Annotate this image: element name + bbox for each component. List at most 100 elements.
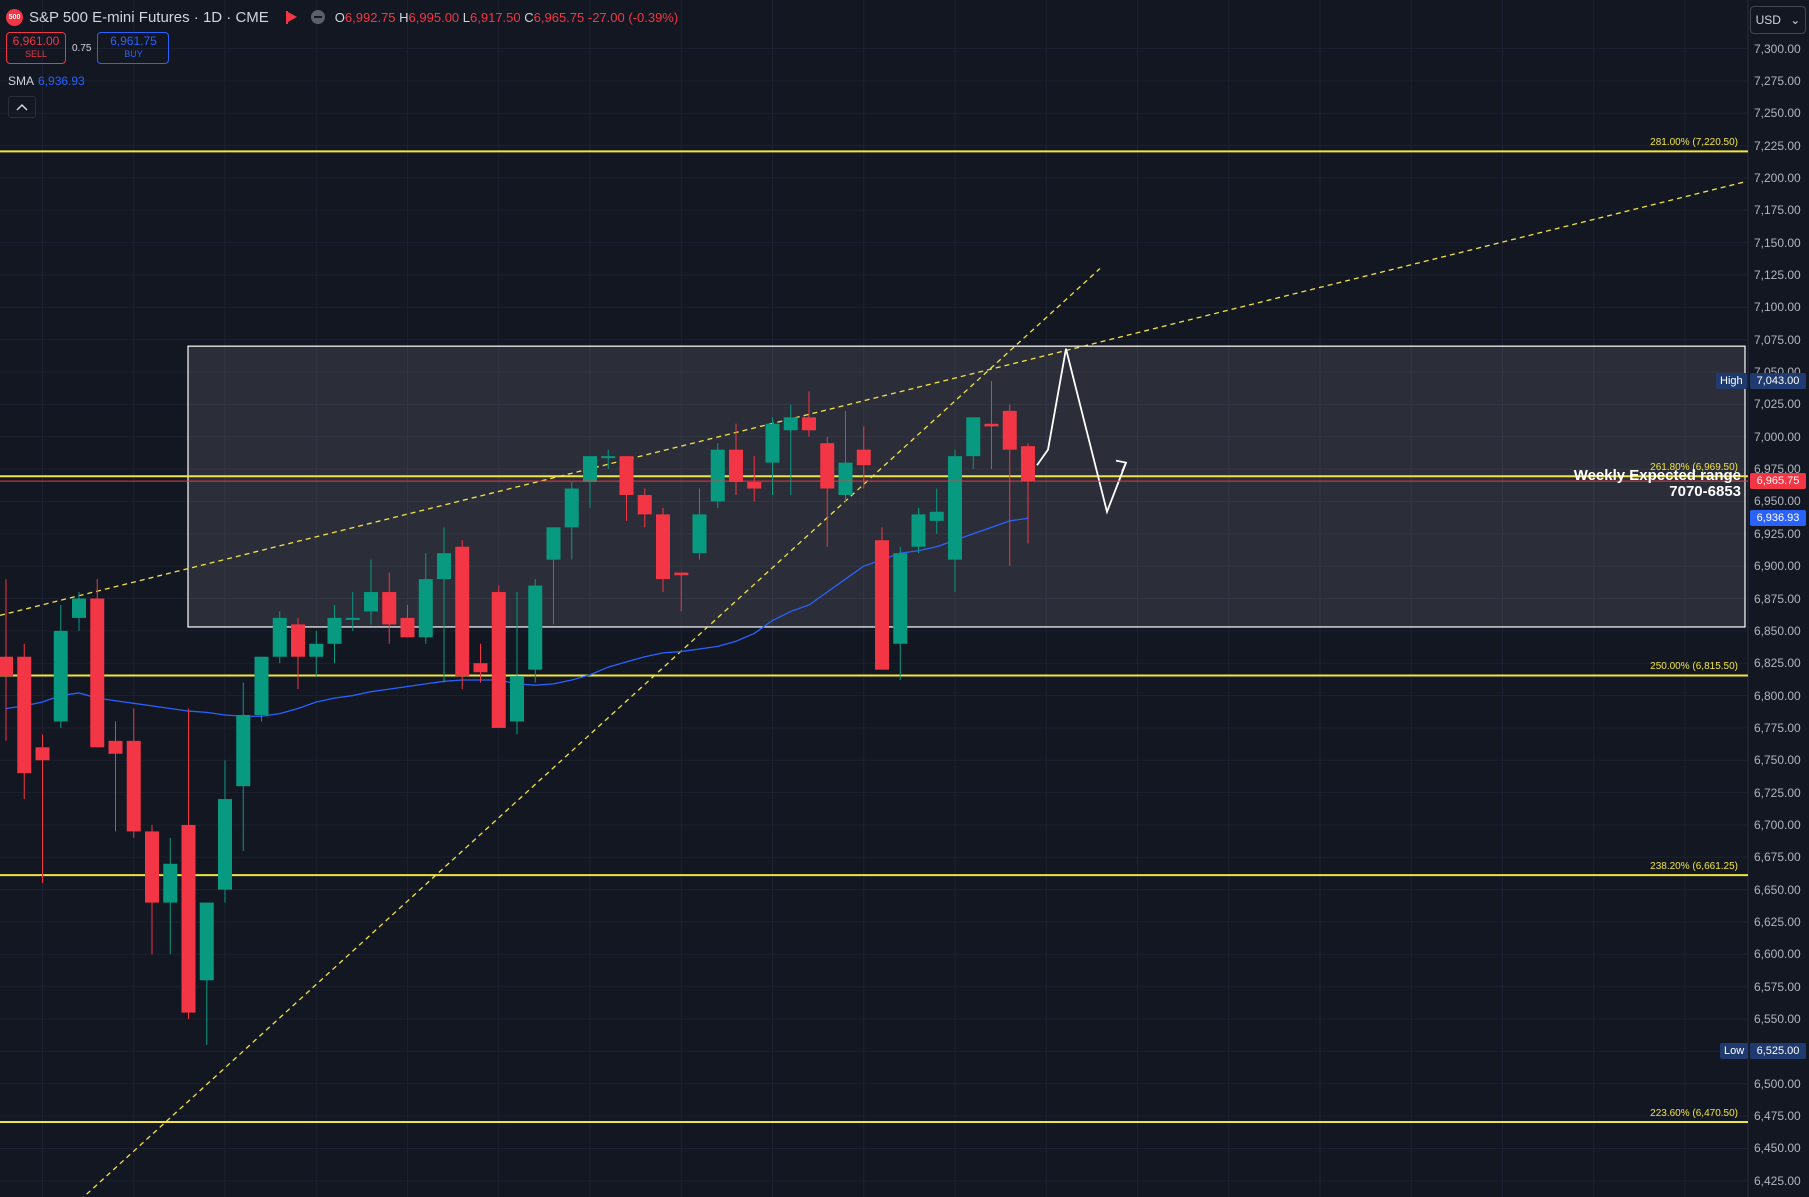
candle-body [199,902,214,981]
candle-body [802,417,816,431]
candle [455,540,470,690]
candle-body [126,740,141,832]
candle [637,488,652,528]
candle-body [254,656,269,715]
chevron-up-icon[interactable] [8,96,36,118]
candle [765,417,780,495]
price-tick-label: 7,225.00 [1754,138,1801,153]
candle-body [437,553,451,580]
candle [875,527,889,670]
candles [0,381,1035,1045]
candle-body [656,514,670,580]
candle [729,423,743,495]
price-tick-label: 6,425.00 [1754,1173,1801,1188]
symbol-title[interactable]: S&P 500 E-mini Futures · 1D · CME [29,8,269,26]
candle-body [53,630,68,722]
candle [893,546,908,681]
high-label: H [399,9,409,25]
sma-price-tag: 6,936.93 [1750,510,1806,527]
candle-body [583,456,597,483]
open-value: 6,992.75 [344,9,396,25]
price-tick-label: 6,800.00 [1754,688,1801,703]
price-tick-label: 7,025.00 [1754,397,1801,412]
last-price-tag: 6,965.75 [1750,473,1806,490]
candle [1021,443,1035,544]
candle [90,579,105,748]
candle-body [364,592,378,612]
candle-body [1002,410,1017,450]
candle-body [856,449,871,466]
candle [948,449,962,593]
market-status-icon[interactable] [310,10,325,24]
price-tick-label: 7,200.00 [1754,170,1801,185]
candle [364,559,378,625]
price-tick-label: 7,000.00 [1754,429,1801,444]
candle [291,617,305,690]
candle-body [619,456,634,495]
sell-button[interactable]: 6,961.00 SELL [6,32,66,64]
candle-body [491,592,506,728]
candle-body [546,527,561,560]
candle-body [747,482,762,489]
candle [747,456,762,502]
candle-body [382,592,397,625]
spread-value: 0.75 [72,42,92,54]
candle [437,527,451,683]
fib-label: 223.60% (6,470.50) [1650,1107,1738,1119]
price-tick-label: 6,750.00 [1754,753,1801,768]
close-label: C [524,9,534,25]
candle-body [510,676,524,722]
candle-body [90,598,105,748]
weekly-range-values: 7070-6853 [1669,483,1741,501]
candle-body [236,714,251,787]
candle [108,721,123,832]
price-tick-label: 6,900.00 [1754,559,1801,574]
buy-price: 6,961.75 [110,34,157,48]
candle-body [564,488,579,528]
high-tag-value: 7,043.00 [1750,373,1806,390]
high-tag-label: High [1716,373,1747,390]
fib-label: 250.00% (6,815.50) [1650,661,1738,673]
candle [911,507,926,554]
candle [72,592,86,631]
flag-icon[interactable] [285,11,297,24]
candle [820,436,835,547]
price-tick-label: 6,725.00 [1754,785,1801,800]
price-tick-label: 7,300.00 [1754,41,1801,56]
price-tick-label: 7,100.00 [1754,300,1801,315]
candle-body [181,824,196,1013]
candle-body [765,423,780,463]
candle-body [984,423,999,427]
candle [35,734,50,884]
candle-body [929,511,944,521]
buy-button[interactable]: 6,961.75 BUY [97,32,170,64]
candle [491,585,506,728]
projection-line [1036,348,1127,515]
candle [236,682,251,851]
candle-body [820,443,835,489]
weekly-range-rect [187,345,1746,628]
low-tag-value: 6,525.00 [1750,1043,1806,1060]
fib-label: 238.20% (6,661.25) [1650,861,1738,873]
high-value: 6,995.00 [408,9,460,25]
candle-body [473,663,488,673]
grid-lines [0,0,1749,1197]
candle [966,417,981,470]
sma-label: SMA [8,74,35,88]
candle-body [948,456,962,560]
candle [929,488,944,534]
candle [145,824,159,955]
candle-body [0,656,13,677]
candle [601,449,616,470]
price-tick-label: 6,575.00 [1754,979,1801,994]
sma-legend[interactable]: SMA 6,936.93 [8,74,85,88]
candle-body [145,831,159,903]
currency-selector[interactable]: USD ⌄ [1750,6,1806,34]
symbol-logo-icon[interactable]: 500 [6,8,23,26]
candle [0,579,13,741]
price-tick-label: 6,650.00 [1754,882,1801,897]
candle-body [17,656,32,774]
candle-body [400,617,415,638]
candle [345,592,360,631]
